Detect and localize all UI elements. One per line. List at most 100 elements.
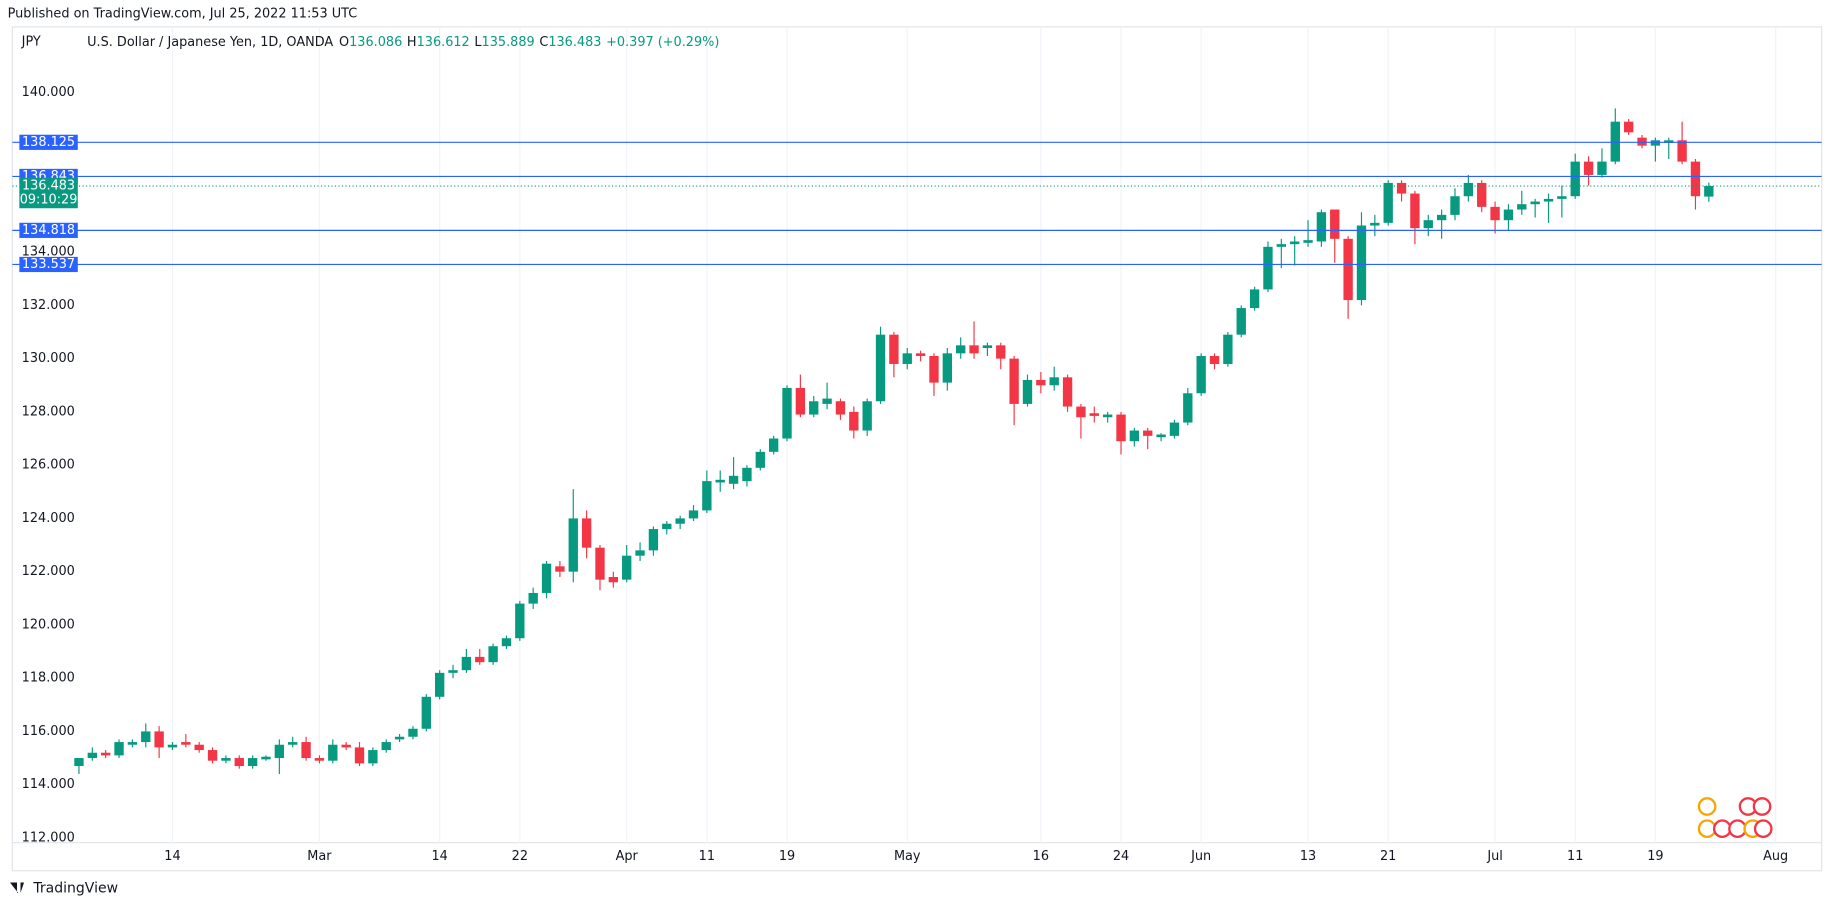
candle-body — [154, 731, 164, 748]
candle-body — [87, 752, 97, 759]
candle-body — [501, 638, 512, 647]
last-price-text: 136.483 — [22, 179, 75, 194]
candle-body — [341, 744, 351, 748]
candle-body — [194, 744, 204, 751]
candle-body — [982, 345, 993, 348]
candle-body — [1249, 289, 1260, 309]
candle-body — [1316, 212, 1327, 242]
x-tick-label: 11 — [1567, 849, 1583, 864]
candle-body — [782, 387, 792, 439]
candle-body — [1209, 355, 1220, 364]
candle-body — [595, 547, 605, 580]
candle-body — [809, 401, 819, 415]
o-label: O — [339, 35, 349, 50]
candle-body — [1570, 161, 1580, 197]
candle-body — [1370, 222, 1380, 226]
candle-body — [368, 750, 378, 764]
y-tick-label: 112.000 — [22, 830, 75, 845]
candle-body — [1543, 198, 1554, 202]
candle-body — [1503, 209, 1514, 221]
candle-body — [1236, 308, 1246, 335]
x-tick-label: Apr — [616, 849, 639, 864]
candle-body — [862, 401, 872, 431]
candle-body — [1463, 182, 1474, 197]
y-tick-label: 116.000 — [22, 724, 75, 739]
candle-body — [1343, 238, 1353, 301]
event-icon — [1753, 819, 1773, 839]
candle-body — [635, 550, 645, 556]
candle-body — [541, 563, 552, 593]
event-icons — [1697, 797, 1773, 839]
candle-body — [1062, 377, 1073, 407]
candle-body — [648, 529, 659, 551]
c-label: C — [539, 35, 548, 50]
candle-body — [101, 752, 111, 756]
brand-name: TradingView — [32, 880, 118, 896]
x-tick-label: Jun — [1190, 849, 1211, 864]
level-tag-text: 133.537 — [22, 257, 75, 272]
x-tick-label: 16 — [1033, 849, 1049, 864]
labels: 138.125136.843134.818133.537136.48309:10… — [19, 134, 78, 273]
candle-body — [555, 566, 565, 572]
legend: U.S. Dollar / Japanese Yen, 1D, OANDA O13… — [87, 35, 719, 50]
candle-body — [568, 518, 578, 572]
symbol: JPY — [21, 35, 41, 50]
close-value: 136.483 — [548, 35, 601, 50]
candle-body — [1690, 161, 1701, 197]
h-label: H — [407, 35, 417, 50]
candle-body — [1183, 393, 1193, 423]
candle-body — [1129, 430, 1140, 442]
x-tick-label: 11 — [699, 849, 715, 864]
y-tick-label: 126.000 — [22, 458, 75, 473]
y-tick-label: 132.000 — [22, 298, 75, 313]
candle-body — [488, 646, 498, 663]
x-tick-label: 14 — [164, 849, 180, 864]
candle-body — [314, 758, 325, 761]
candle-body — [1436, 214, 1447, 221]
change: +0.397 (+0.29%) — [606, 35, 719, 50]
candle-body — [515, 603, 525, 639]
countdown: 09:10:29 — [20, 193, 78, 208]
candle-body — [1156, 434, 1166, 438]
candle-body — [1089, 413, 1099, 416]
candle-body — [1076, 406, 1086, 418]
x-tick-label: 13 — [1300, 849, 1316, 864]
candle-body — [702, 481, 712, 511]
low-value: 135.889 — [482, 35, 535, 50]
candle-body — [1143, 430, 1153, 436]
candle-body — [1664, 140, 1674, 143]
candle-body — [1490, 206, 1500, 221]
candle-body — [181, 742, 191, 745]
level-tag-text: 134.818 — [22, 223, 75, 238]
candle-body — [221, 758, 231, 761]
candle-body — [528, 592, 538, 604]
candle-body — [421, 696, 431, 729]
x-tick-label: Jul — [1486, 849, 1502, 864]
candle-body — [1022, 379, 1033, 404]
candle-body — [996, 345, 1006, 359]
x-tick-label: Aug — [1763, 849, 1788, 864]
x-tick-label: 19 — [779, 849, 795, 864]
candle-body — [1169, 422, 1180, 436]
candle-body — [1303, 240, 1313, 243]
y-tick-label: 122.000 — [22, 564, 75, 579]
candle-body — [381, 742, 391, 751]
candle-body — [1223, 334, 1233, 364]
candle-body — [1383, 182, 1393, 223]
candle-body — [768, 438, 779, 452]
candle-body — [742, 467, 752, 482]
candle-body — [1597, 161, 1607, 175]
candle-body — [622, 555, 632, 580]
candle-body — [1049, 377, 1059, 386]
y-tick-label: 124.000 — [22, 511, 75, 526]
candle-body — [328, 744, 338, 761]
y-tick-label: 130.000 — [22, 351, 75, 366]
brand: TradingView — [10, 880, 118, 896]
candle-body — [247, 758, 258, 767]
candle-body — [167, 744, 178, 748]
candle-body — [889, 334, 899, 364]
candle-body — [207, 750, 218, 761]
candle-body — [434, 672, 445, 697]
y-tick-label: 134.000 — [22, 245, 75, 260]
candle-body — [1396, 182, 1407, 194]
